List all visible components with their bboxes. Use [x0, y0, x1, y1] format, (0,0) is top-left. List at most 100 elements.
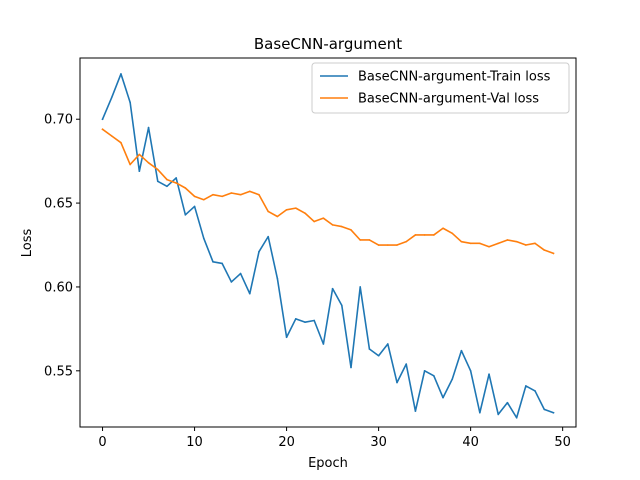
series-2-point: [120, 141, 122, 144]
series-1-point: [488, 373, 490, 375]
series-1-point: [285, 336, 288, 339]
series-2-point: [534, 242, 536, 245]
legend-label: BaseCNN-argument-Val loss: [358, 92, 539, 107]
series-1-point: [460, 349, 463, 352]
series-1-point: [110, 96, 113, 99]
series-2-point: [202, 198, 205, 201]
series-1-point: [276, 277, 279, 280]
series-1-point: [147, 126, 150, 129]
series-1-point: [184, 214, 187, 216]
series-2-point: [156, 168, 159, 171]
series-1-point: [221, 262, 223, 265]
series-2-point: [377, 244, 380, 246]
x-tick-label: 30: [370, 435, 387, 450]
series-1-point: [230, 281, 233, 283]
series-1-point: [267, 235, 269, 238]
x-axis-label: Epoch: [308, 456, 348, 471]
series-1-point: [377, 354, 380, 357]
series-2-point: [497, 242, 500, 245]
series-2-point: [331, 224, 334, 226]
series-1-point: [156, 180, 159, 183]
series-2-point: [442, 227, 444, 230]
series-2-point: [460, 240, 463, 243]
series-1-point: [359, 286, 362, 288]
series-2-point: [138, 153, 141, 156]
series-2-point: [506, 239, 509, 241]
series-2-point: [488, 245, 490, 248]
series-1-point: [350, 366, 352, 369]
series-1-point: [497, 413, 500, 416]
series-2-point: [387, 244, 389, 246]
series-1-point: [294, 318, 297, 320]
x-axis: 0 10 20 30 40 50: [98, 427, 571, 450]
series-2-point: [175, 182, 177, 184]
series-2-point: [184, 187, 187, 189]
y-tick-label: 0.55: [44, 364, 73, 379]
series-1-point: [193, 205, 196, 208]
legend: BaseCNN-argument-Train loss BaseCNN-argum…: [311, 62, 570, 114]
series-2-point: [230, 192, 233, 194]
series-2-point: [322, 217, 325, 219]
series-2-point: [552, 252, 555, 255]
y-tick-label: 0.60: [44, 280, 73, 295]
series-2-point: [193, 195, 196, 198]
series-1-point: [258, 250, 260, 253]
x-tick-label: 0: [98, 435, 106, 450]
series-1-point: [423, 370, 426, 372]
series-2-point: [129, 163, 131, 166]
series-1-point: [515, 416, 518, 419]
series-1-point: [433, 375, 435, 377]
y-tick-label: 0.70: [44, 113, 73, 128]
series-2-point: [304, 212, 306, 214]
series-2-point: [359, 239, 362, 241]
series-1-point: [313, 319, 316, 322]
series-1-point: [534, 390, 536, 392]
series-2-point: [479, 242, 481, 245]
series-1-point: [129, 101, 131, 104]
x-tick-label: 20: [278, 435, 295, 450]
series-2-point: [396, 244, 398, 246]
series-2-point: [433, 234, 435, 236]
series-2-point: [451, 232, 454, 235]
series-1-point: [239, 272, 242, 275]
series-1-point: [525, 385, 527, 387]
x-tick-label: 40: [462, 435, 479, 450]
series-1-point: [414, 410, 417, 412]
series-1-point: [341, 304, 343, 307]
series-2-point: [267, 210, 269, 213]
series-1-point: [368, 348, 371, 350]
series-1-point: [387, 343, 389, 345]
series-2-point: [525, 244, 527, 246]
series-2-line: [101, 128, 555, 255]
series-2-point: [221, 195, 223, 198]
series-1-point: [138, 170, 141, 173]
series-1-point: [248, 292, 251, 295]
series-1-point: [469, 370, 472, 372]
series-1-point: [202, 237, 205, 240]
series-2-point: [405, 240, 408, 243]
series-1-point: [479, 411, 481, 414]
series-2-point: [341, 225, 343, 228]
series-1-point: [322, 343, 325, 345]
series-1-point: [331, 287, 334, 290]
series-2-point: [368, 239, 371, 241]
series-1-point: [405, 363, 408, 365]
series-2-point: [543, 249, 546, 251]
chart-title: BaseCNN-argument: [254, 35, 402, 53]
series-2-point: [258, 193, 260, 196]
series-1-point: [304, 321, 306, 323]
x-tick-label: 10: [186, 435, 203, 450]
series-1-point: [543, 408, 546, 411]
series-2-point: [248, 190, 251, 193]
series-2-point: [313, 220, 316, 223]
plot-area: [79, 57, 577, 428]
series-2-point: [515, 240, 518, 243]
series-1-point: [175, 177, 177, 179]
series-1-point: [101, 118, 104, 121]
series-2-point: [294, 207, 297, 209]
series-2-point: [414, 234, 417, 236]
y-axis-label: Loss: [20, 229, 35, 258]
series-2-point: [147, 162, 150, 164]
series-2-point: [101, 128, 104, 131]
